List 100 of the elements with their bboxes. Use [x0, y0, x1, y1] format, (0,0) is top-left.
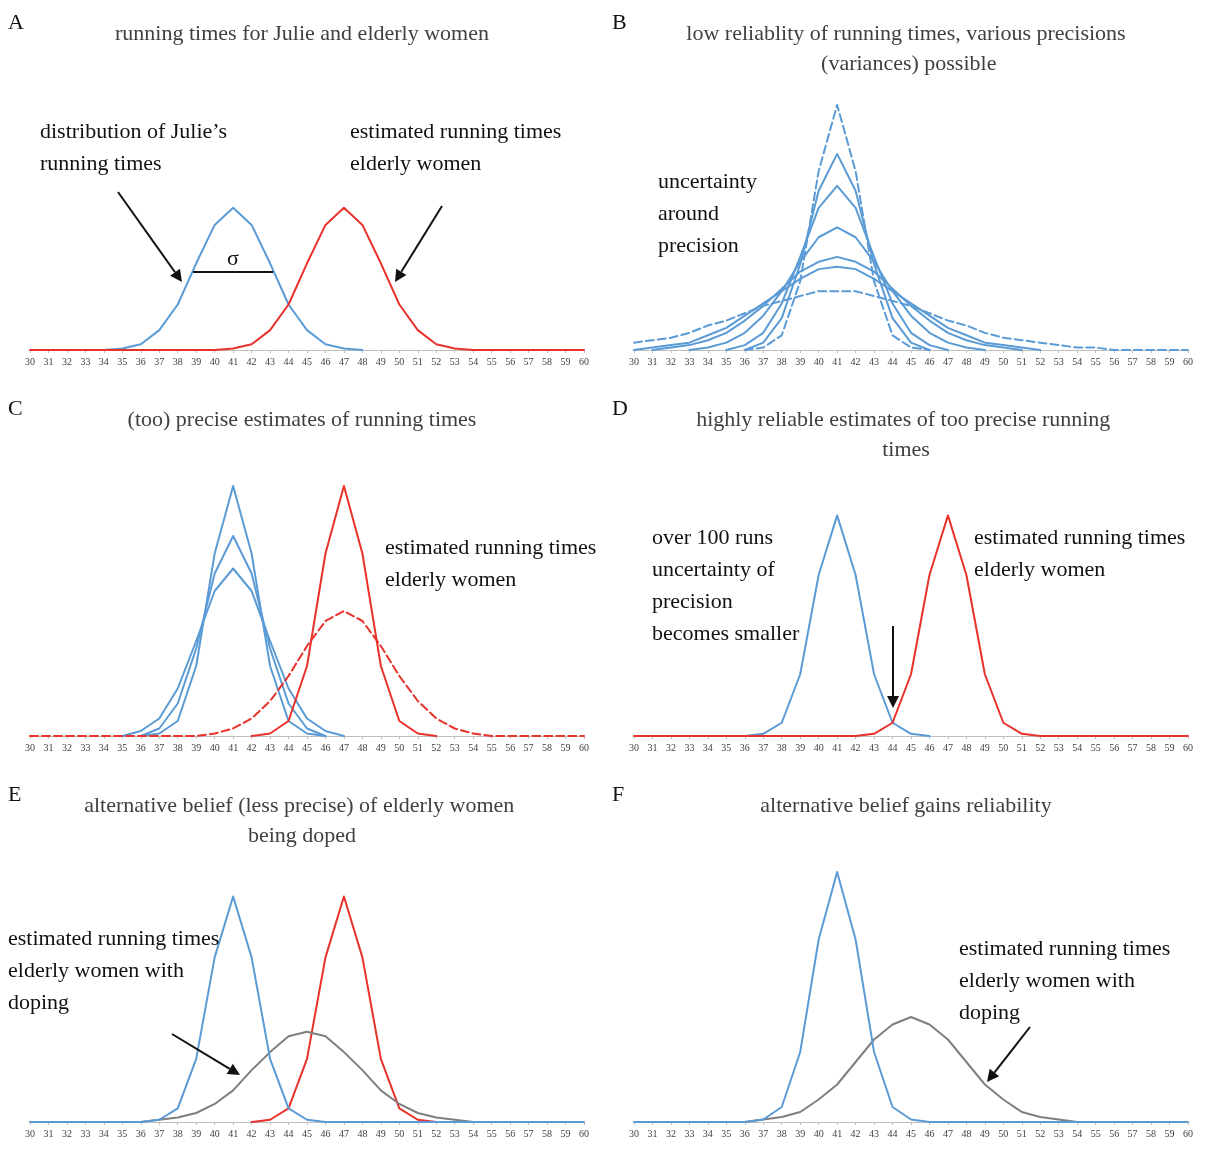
x-tick-label: 42 — [246, 355, 257, 367]
x-tick-label: 54 — [468, 1127, 479, 1139]
x-tick-label: 32 — [665, 1127, 676, 1139]
x-tick-label: 43 — [869, 1127, 880, 1139]
text: A — [8, 8, 24, 36]
x-tick-label: 32 — [665, 741, 676, 753]
x-tick-label: 51 — [1016, 1127, 1027, 1139]
text: E — [8, 780, 22, 808]
text: distribution of Julie’s running times — [40, 117, 228, 177]
x-tick-label: 48 — [357, 1127, 368, 1139]
chart-title: highly reliable estimates of too precise running times — [696, 405, 1116, 461]
x-tick-label: 54 — [1072, 741, 1083, 753]
text: B — [612, 8, 627, 36]
x-tick-label: 44 — [887, 355, 898, 367]
annotation: estimated running times elderly women — [385, 533, 598, 593]
x-tick-label: 47 — [942, 355, 953, 367]
x-tick-label: 59 — [1164, 1127, 1175, 1139]
x-tick-label: 60 — [1183, 355, 1193, 367]
x-tick-label: 39 — [795, 355, 806, 367]
x-tick-label: 30 — [25, 1127, 35, 1139]
x-tick-label: 47 — [338, 741, 349, 753]
x-tick-label: 51 — [412, 355, 423, 367]
x-tick-label: 45 — [302, 355, 312, 367]
x-tick-label: 31 — [43, 1127, 54, 1139]
x-tick-label: 41 — [228, 741, 239, 753]
x-tick-label: 52 — [431, 355, 442, 367]
x-tick-label: 57 — [523, 1127, 534, 1139]
x-tick-label: 53 — [449, 1127, 460, 1139]
x-tick-label: 40 — [813, 1127, 824, 1139]
x-tick-label: 47 — [942, 1127, 953, 1139]
x-tick-label: 60 — [579, 741, 589, 753]
chart-title: low reliablity of running times, various precisions (variances) possible — [686, 19, 1126, 75]
x-tick-label: 55 — [486, 741, 497, 753]
x-tick-label: 57 — [523, 741, 534, 753]
x-tick-label: 39 — [795, 1127, 806, 1139]
x-tick-label: 38 — [172, 355, 183, 367]
text: D — [612, 394, 628, 422]
x-tick-label: 33 — [80, 1127, 91, 1139]
x-tick-label: 50 — [998, 741, 1009, 753]
x-tick-label: 34 — [702, 741, 713, 753]
x-tick-label: 53 — [1053, 1127, 1064, 1139]
x-tick-label: 46 — [924, 741, 935, 753]
x-tick-label: 49 — [375, 1127, 386, 1139]
x-tick-label: 59 — [560, 1127, 571, 1139]
x-tick-label: 33 — [684, 355, 695, 367]
x-tick-label: 53 — [1053, 741, 1064, 753]
x-tick-label: 31 — [647, 355, 658, 367]
x-tick-label: 53 — [449, 741, 460, 753]
x-tick-label: 43 — [265, 741, 276, 753]
x-tick-label: 46 — [320, 1127, 331, 1139]
annotation: over 100 runs uncertainty of precision becomes smaller — [652, 523, 801, 647]
x-tick-label: 38 — [172, 1127, 183, 1139]
x-tick-label: 58 — [542, 355, 553, 367]
x-tick-label: 36 — [739, 1127, 750, 1139]
x-tick-label: 32 — [61, 1127, 72, 1139]
x-tick-label: 58 — [542, 1127, 553, 1139]
x-tick-label: 39 — [191, 741, 202, 753]
x-tick-label: 46 — [320, 355, 331, 367]
x-tick-label: 44 — [887, 741, 898, 753]
x-tick-label: 36 — [135, 741, 146, 753]
x-tick-label: 43 — [869, 741, 880, 753]
x-tick-label: 41 — [228, 1127, 239, 1139]
x-tick-label: 46 — [924, 1127, 935, 1139]
x-tick-label: 58 — [1146, 741, 1157, 753]
x-tick-label: 36 — [135, 1127, 146, 1139]
x-tick-label: 57 — [523, 355, 534, 367]
x-tick-label: 40 — [813, 741, 824, 753]
x-tick-label: 45 — [906, 1127, 916, 1139]
x-tick-label: 48 — [961, 355, 972, 367]
x-tick-label: 52 — [431, 1127, 442, 1139]
x-tick-label: 59 — [1164, 741, 1175, 753]
x-tick-label: 54 — [468, 355, 479, 367]
x-tick-label: 48 — [961, 741, 972, 753]
x-tick-label: 49 — [375, 741, 386, 753]
x-tick-label: 45 — [906, 355, 916, 367]
x-tick-label: 41 — [832, 741, 843, 753]
x-tick-label: 41 — [228, 355, 239, 367]
x-tick-label: 43 — [869, 355, 880, 367]
x-tick-label: 38 — [776, 741, 787, 753]
x-tick-label: 35 — [721, 741, 732, 753]
x-tick-label: 34 — [98, 741, 109, 753]
x-tick-label: 57 — [1127, 355, 1138, 367]
x-tick-label: 35 — [117, 741, 128, 753]
chart-title: alternative belief (less precise) of elderly women being doped — [84, 791, 520, 847]
x-tick-label: 30 — [25, 355, 35, 367]
x-tick-label: 32 — [61, 741, 72, 753]
x-tick-label: 38 — [776, 355, 787, 367]
chart-title: alternative belief gains reliability — [760, 791, 1052, 817]
x-tick-label: 35 — [721, 1127, 732, 1139]
x-tick-label: 50 — [394, 355, 405, 367]
x-tick-label: 34 — [702, 1127, 713, 1139]
x-tick-label: 32 — [61, 355, 72, 367]
x-tick-label: 46 — [924, 355, 935, 367]
x-tick-label: 30 — [25, 741, 35, 753]
x-tick-label: 38 — [776, 1127, 787, 1139]
x-tick-label: 30 — [629, 1127, 639, 1139]
chart-title: (too) precise estimates of running times — [127, 405, 477, 431]
x-tick-label: 55 — [1090, 1127, 1101, 1139]
x-tick-label: 50 — [998, 1127, 1009, 1139]
annotation: uncertainty around precision — [658, 167, 758, 259]
